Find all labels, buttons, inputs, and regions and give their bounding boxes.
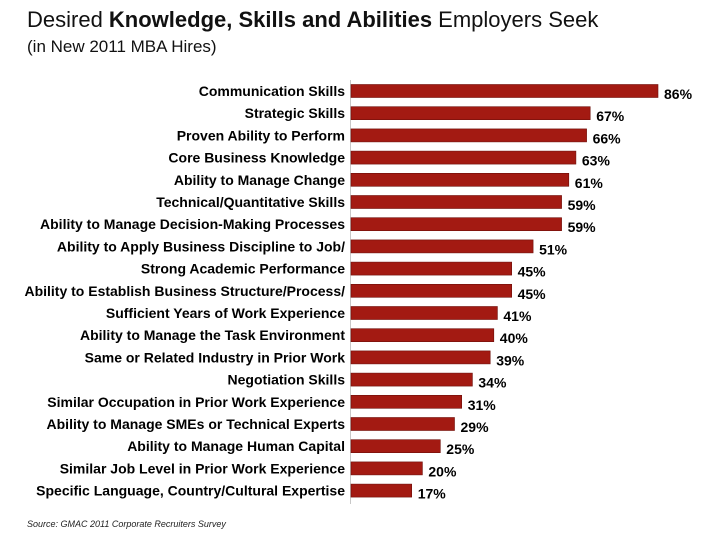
category-label: Strategic Skills — [245, 105, 346, 121]
category-label: Core Business Knowledge — [168, 150, 345, 166]
category-label: Negotiation Skills — [228, 372, 346, 388]
category-label: Ability to Establish Business Structure/… — [24, 283, 345, 299]
value-label: 34% — [478, 375, 507, 391]
source-note: Source: GMAC 2011 Corporate Recruiters S… — [27, 519, 226, 529]
title-suffix: Employers Seek — [432, 7, 599, 32]
category-label: Ability to Manage the Task Environment — [80, 327, 345, 343]
category-label: Ability to Manage SMEs or Technical Expe… — [47, 416, 346, 432]
category-label: Same or Related Industry in Prior Work — [85, 349, 346, 365]
value-label: 17% — [418, 486, 447, 502]
bar — [350, 417, 455, 431]
bar — [350, 106, 591, 120]
bar — [350, 217, 562, 231]
chart-title: Desired Knowledge, Skills and Abilities … — [27, 6, 598, 34]
category-label: Proven Ability to Perform — [177, 127, 345, 143]
value-label: 29% — [461, 419, 490, 435]
chart-subtitle: (in New 2011 MBA Hires) — [27, 37, 217, 56]
category-label: Ability to Apply Business Discipline to … — [57, 238, 345, 254]
labels-layer: Communication Skills 86% Strategic Skills 6… — [24, 83, 692, 502]
bar — [350, 84, 659, 98]
bars-layer — [350, 84, 659, 498]
title-emphasis: Knowledge, Skills and Abilities — [108, 7, 433, 32]
value-label: 40% — [500, 330, 529, 346]
value-label: 66% — [593, 130, 622, 146]
value-label: 59% — [568, 197, 597, 213]
value-label: 31% — [468, 397, 497, 413]
bar — [350, 261, 512, 276]
value-label: 67% — [596, 108, 625, 124]
value-label: 45% — [518, 264, 547, 280]
value-label: 45% — [518, 286, 547, 302]
bar — [350, 283, 512, 298]
value-label: 59% — [568, 219, 597, 235]
bar — [350, 239, 534, 254]
bar — [350, 128, 587, 143]
value-label: 51% — [539, 241, 568, 257]
value-label: 39% — [496, 352, 525, 368]
category-label: Technical/Quantitative Skills — [156, 194, 345, 210]
category-label: Ability to Manage Human Capital — [127, 438, 345, 454]
bar — [350, 394, 462, 409]
bar — [350, 150, 577, 165]
value-label: 20% — [428, 463, 457, 479]
category-label: Similar Occupation in Prior Work Experie… — [47, 394, 345, 410]
bar — [350, 350, 491, 365]
value-label: 25% — [446, 441, 475, 457]
bar — [350, 195, 562, 209]
bar — [350, 372, 473, 387]
category-label: Communication Skills — [199, 83, 345, 99]
category-label: Strong Academic Performance — [141, 261, 345, 277]
category-label: Specific Language, Country/Cultural Expe… — [36, 483, 345, 499]
value-label: 86% — [664, 86, 693, 102]
bar — [350, 328, 495, 343]
bar — [350, 483, 413, 498]
bar — [350, 306, 498, 320]
value-label: 61% — [575, 175, 604, 191]
bar — [350, 173, 570, 187]
category-label: Sufficient Years of Work Experience — [106, 305, 345, 321]
category-label: Ability to Manage Decision-Making Proces… — [40, 216, 345, 232]
title-prefix: Desired — [27, 7, 109, 32]
category-label: Ability to Manage Change — [174, 172, 345, 188]
bar — [350, 439, 441, 454]
value-label: 63% — [582, 153, 611, 169]
bar — [350, 461, 423, 476]
category-label: Similar Job Level in Prior Work Experien… — [60, 460, 346, 476]
value-label: 41% — [503, 308, 532, 324]
